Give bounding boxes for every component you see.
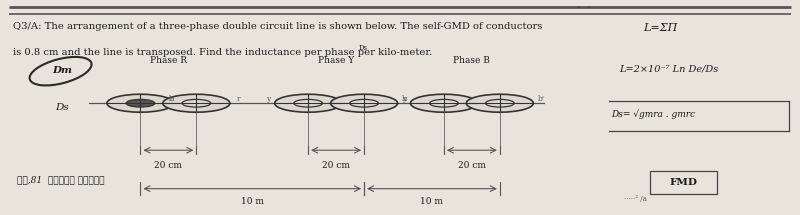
Text: جـ,81  لونها الارض: جـ,81 لونها الارض [17, 176, 104, 185]
Text: is 0.8 cm and the line is transposed. Find the inductance per phase per kilo-met: is 0.8 cm and the line is transposed. Fi… [13, 48, 432, 57]
Circle shape [294, 99, 322, 107]
Circle shape [182, 99, 210, 107]
Circle shape [107, 94, 174, 112]
Circle shape [126, 99, 155, 107]
Text: Phase R: Phase R [150, 56, 187, 64]
Circle shape [163, 94, 230, 112]
Text: r: r [236, 95, 240, 103]
Text: 20 cm: 20 cm [458, 161, 486, 170]
Text: FMD: FMD [670, 178, 698, 187]
Circle shape [466, 94, 534, 112]
Circle shape [410, 94, 478, 112]
Text: Dm: Dm [52, 66, 72, 75]
Text: ·····² /a: ·····² /a [624, 195, 646, 203]
Circle shape [350, 99, 378, 107]
Text: Ds: Ds [358, 45, 367, 52]
Text: 20 cm: 20 cm [154, 161, 182, 170]
Text: Ds: Ds [55, 103, 69, 112]
Circle shape [330, 94, 398, 112]
Circle shape [430, 99, 458, 107]
Text: y: y [266, 95, 270, 103]
Text: 10 m: 10 m [421, 197, 443, 206]
Text: 10 m: 10 m [241, 197, 264, 206]
Text: y.: y. [402, 95, 407, 103]
Text: L=2×10⁻⁷ Ln De/Ds: L=2×10⁻⁷ Ln De/Ds [620, 64, 719, 74]
Text: $\hat{\ }$  $\hat{\ }$: $\hat{\ }$ $\hat{\ }$ [576, 3, 591, 13]
Text: Phase B: Phase B [454, 56, 490, 64]
Text: Q3/A: The arrangement of a three-phase double circuit line is shown below. The s: Q3/A: The arrangement of a three-phase d… [13, 22, 542, 31]
Text: b: b [402, 95, 406, 103]
Text: la: la [170, 95, 175, 103]
Text: 20 cm: 20 cm [322, 161, 350, 170]
Text: Phase Y: Phase Y [318, 56, 354, 64]
Text: L=ΣΠ: L=ΣΠ [643, 23, 678, 34]
Circle shape [486, 99, 514, 107]
Text: Ds= √gmra . gmrc: Ds= √gmra . gmrc [612, 109, 696, 119]
Text: b': b' [538, 95, 544, 103]
Circle shape [274, 94, 342, 112]
